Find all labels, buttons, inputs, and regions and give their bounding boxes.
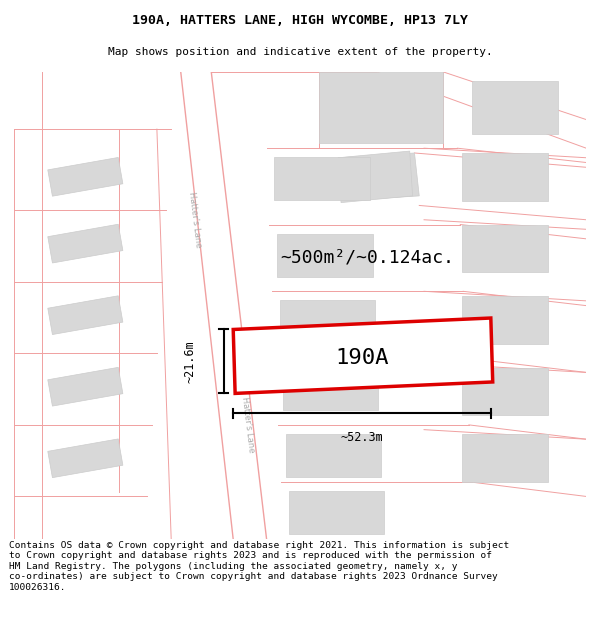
Polygon shape	[472, 81, 557, 134]
Polygon shape	[181, 72, 266, 539]
Polygon shape	[319, 72, 443, 143]
Text: Hatter's Lane: Hatter's Lane	[239, 396, 256, 453]
Text: 190A, HATTERS LANE, HIGH WYCOMBE, HP13 7LY: 190A, HATTERS LANE, HIGH WYCOMBE, HP13 7…	[132, 14, 468, 27]
Text: ~500m²/~0.124ac.: ~500m²/~0.124ac.	[280, 249, 454, 267]
Polygon shape	[338, 153, 419, 201]
Text: Hatter's Lane: Hatter's Lane	[187, 191, 203, 248]
Polygon shape	[338, 151, 413, 202]
Polygon shape	[48, 158, 123, 196]
Polygon shape	[48, 296, 123, 334]
Polygon shape	[48, 224, 123, 263]
Polygon shape	[280, 301, 376, 343]
Polygon shape	[48, 439, 123, 478]
Polygon shape	[462, 296, 548, 344]
Polygon shape	[462, 153, 548, 201]
Polygon shape	[233, 318, 493, 393]
Text: ~52.3m: ~52.3m	[341, 431, 383, 444]
Polygon shape	[286, 434, 381, 477]
Polygon shape	[462, 368, 548, 416]
Polygon shape	[48, 368, 123, 406]
Text: Contains OS data © Crown copyright and database right 2021. This information is : Contains OS data © Crown copyright and d…	[9, 541, 509, 592]
Text: ~21.6m: ~21.6m	[184, 340, 197, 383]
Text: Map shows position and indicative extent of the property.: Map shows position and indicative extent…	[107, 47, 493, 57]
Text: 190A: 190A	[335, 348, 389, 368]
Polygon shape	[289, 491, 384, 534]
Polygon shape	[462, 224, 548, 272]
Polygon shape	[274, 158, 370, 200]
Polygon shape	[283, 367, 378, 410]
Polygon shape	[462, 434, 548, 482]
Polygon shape	[277, 234, 373, 276]
